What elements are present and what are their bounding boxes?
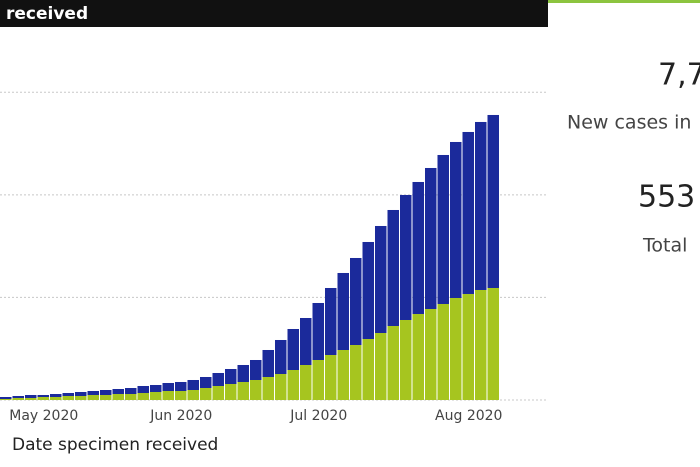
bar <box>212 385 224 400</box>
bar <box>112 393 124 400</box>
bar <box>37 396 49 400</box>
bar <box>262 376 274 400</box>
bar <box>425 308 437 400</box>
bar <box>187 379 199 390</box>
bar <box>237 364 249 382</box>
bar <box>25 394 37 398</box>
bar <box>137 392 149 400</box>
bar <box>325 354 337 400</box>
bar <box>87 394 99 400</box>
bar <box>25 397 37 400</box>
bar <box>400 194 412 320</box>
bar <box>112 388 124 394</box>
bar <box>362 338 374 400</box>
bar <box>200 376 212 388</box>
bar <box>362 241 374 339</box>
bar <box>475 121 487 290</box>
x-axis-title: Date specimen received <box>12 435 218 455</box>
bar <box>350 344 362 400</box>
bar <box>137 385 149 393</box>
bar <box>262 349 274 377</box>
x-tick-label: May 2020 <box>9 408 78 424</box>
bar <box>75 391 87 396</box>
bar <box>412 313 424 400</box>
plot: May 2020 Jun 2020 Jul 2020 Aug 2020 <box>0 91 548 424</box>
bar <box>312 302 324 360</box>
bar <box>412 181 424 314</box>
bar <box>187 389 199 400</box>
bar <box>62 395 74 400</box>
bar <box>312 359 324 400</box>
bar <box>475 289 487 400</box>
bar <box>387 325 399 400</box>
bar <box>400 319 412 400</box>
bar <box>200 387 212 400</box>
bar <box>250 379 262 400</box>
bar <box>125 393 137 400</box>
bar <box>12 395 24 398</box>
bar <box>325 287 337 355</box>
bar <box>437 154 449 304</box>
bar <box>350 257 362 345</box>
bar <box>162 382 174 391</box>
bar <box>337 272 349 350</box>
bar <box>300 364 312 400</box>
bar <box>287 328 299 370</box>
bar <box>62 392 74 396</box>
bar <box>425 167 437 309</box>
bar <box>150 384 162 392</box>
bar <box>287 369 299 400</box>
bar <box>462 293 474 400</box>
bar <box>462 131 474 294</box>
bar <box>337 349 349 400</box>
bar <box>250 359 262 380</box>
bar <box>375 332 387 400</box>
bar <box>100 389 112 395</box>
bar <box>37 394 49 397</box>
bar <box>75 395 87 400</box>
bar <box>375 225 387 333</box>
bar <box>212 372 224 386</box>
bar <box>87 390 99 395</box>
bar <box>387 209 399 326</box>
x-tick-label: Jul 2020 <box>289 408 347 424</box>
bar <box>12 397 24 400</box>
bar <box>275 373 287 400</box>
x-tick-label: Jun 2020 <box>149 408 212 424</box>
bar <box>225 368 237 384</box>
bar <box>437 303 449 400</box>
bar <box>175 381 187 391</box>
bar <box>50 396 62 400</box>
kpi-value: 7,7 <box>658 58 700 93</box>
header-bar <box>0 0 548 27</box>
bar <box>100 394 112 400</box>
accent-line <box>548 0 700 3</box>
bar <box>125 387 137 394</box>
bar <box>150 391 162 400</box>
bar <box>300 317 312 365</box>
bar <box>275 339 287 374</box>
kpi-label: New cases in <box>567 112 691 134</box>
bar <box>225 383 237 400</box>
kpi-label: Total <box>642 235 687 257</box>
bar <box>487 287 499 400</box>
bar <box>50 393 62 397</box>
bar <box>450 141 462 298</box>
bar <box>450 297 462 400</box>
bar <box>162 390 174 400</box>
bar <box>487 114 499 288</box>
bar <box>0 396 12 399</box>
x-tick-label: Aug 2020 <box>435 408 502 424</box>
bar <box>175 390 187 400</box>
kpi-value: 553 <box>638 180 695 215</box>
bar <box>237 381 249 400</box>
header-title: received <box>6 4 88 24</box>
bar <box>0 398 12 400</box>
